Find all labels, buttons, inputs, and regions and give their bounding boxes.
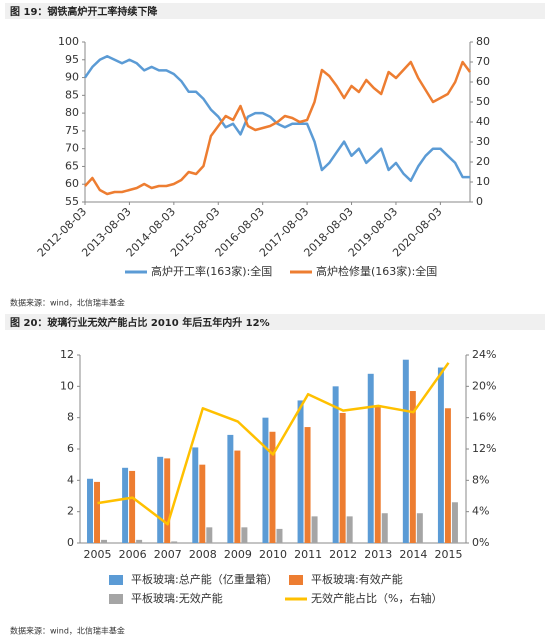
y2-tick-label: 24% — [472, 348, 496, 361]
y2-tick-label: 40 — [476, 115, 490, 128]
bar — [402, 359, 409, 543]
y-tick-label: 10 — [60, 379, 74, 392]
bar — [122, 467, 129, 543]
bar — [136, 539, 143, 543]
y2-tick-label: 70 — [476, 55, 490, 68]
y-tick-label: 85 — [65, 88, 79, 101]
y-tick-label: 70 — [65, 142, 79, 155]
x-tick-label: 2007 — [154, 548, 182, 561]
y-tick-label: 75 — [65, 124, 79, 137]
bar — [192, 447, 199, 543]
y-tick-label: 6 — [67, 442, 74, 455]
y2-tick-label: 50 — [476, 95, 490, 108]
series-line — [83, 54, 470, 182]
y2-tick-label: 20 — [476, 155, 490, 168]
legend-swatch — [289, 575, 303, 585]
bar — [157, 456, 164, 543]
y2-tick-label: 8% — [472, 473, 489, 486]
bar — [87, 478, 93, 543]
y-tick-label: 4 — [67, 473, 74, 486]
y2-tick-label: 30 — [476, 135, 490, 148]
x-tick-label: 2008 — [189, 548, 217, 561]
bar — [269, 431, 276, 543]
bar — [332, 386, 339, 543]
bar — [276, 528, 283, 543]
y2-tick-label: 10 — [476, 175, 490, 188]
y-tick-label: 100 — [58, 35, 79, 48]
x-tick-label: 2010 — [259, 548, 287, 561]
bar — [374, 406, 381, 543]
bar — [304, 427, 311, 543]
bar — [199, 464, 206, 543]
series-line — [84, 60, 472, 196]
bar — [381, 513, 388, 543]
y2-tick-label: 4% — [472, 505, 489, 518]
y-tick-label: 60 — [65, 177, 79, 190]
y-tick-label: 0 — [67, 536, 74, 549]
caption-bar — [5, 314, 545, 330]
bar — [171, 541, 178, 543]
bar — [129, 470, 136, 543]
y2-tick-label: 0 — [476, 195, 483, 208]
bar — [94, 481, 101, 543]
bar — [311, 516, 318, 543]
x-tick-label: 2011 — [294, 548, 322, 561]
y2-tick-label: 16% — [472, 411, 496, 424]
source: 数据来源：wind，北信瑞丰基金 — [10, 298, 125, 308]
bar — [346, 516, 353, 543]
bar — [367, 373, 374, 543]
x-tick-label: 2015 — [434, 548, 462, 561]
legend-label: 平板玻璃:总产能（亿重量箱） — [131, 572, 278, 586]
bar — [451, 502, 458, 543]
x-tick-label: 2013 — [364, 548, 392, 561]
y-tick-label: 8 — [67, 411, 74, 424]
bar — [297, 400, 304, 543]
y2-tick-label: 12% — [472, 442, 496, 455]
legend-swatch — [109, 594, 123, 604]
legend-label: 无效产能占比（%，右轴） — [311, 591, 442, 605]
y-tick-label: 80 — [65, 106, 79, 119]
bar — [241, 527, 248, 543]
y2-tick-label: 60 — [476, 75, 490, 88]
x-tick-label: 2006 — [119, 548, 147, 561]
legend-label: 平板玻璃:无效产能 — [131, 591, 223, 605]
y-tick-label: 55 — [65, 195, 79, 208]
caption: 图 20：玻璃行业无效产能占比 2010 年后五年内升 12% — [10, 316, 270, 329]
x-tick-label: 2005 — [84, 548, 112, 561]
x-tick-label: 2012 — [329, 548, 357, 561]
y-tick-label: 12 — [60, 348, 74, 361]
legend-label: 高炉检修量(163家):全国 — [316, 264, 437, 278]
y2-tick-label: 0% — [472, 536, 489, 549]
bar — [234, 450, 241, 543]
caption-bar — [5, 3, 545, 19]
bar — [409, 391, 416, 543]
legend-label: 高炉开工率(163家):全国 — [151, 264, 272, 278]
x-tick-label: 2014 — [399, 548, 427, 561]
bar — [262, 417, 269, 543]
caption: 图 19：钢铁高炉开工率持续下降 — [10, 5, 158, 18]
y-tick-label: 95 — [65, 53, 79, 66]
y-tick-label: 65 — [65, 159, 79, 172]
legend-swatch — [109, 575, 123, 585]
bar — [444, 408, 451, 543]
bar — [437, 367, 444, 543]
bar — [416, 513, 423, 543]
x-tick-label: 2009 — [224, 548, 252, 561]
bar — [206, 527, 213, 543]
source: 数据来源：wind，北信瑞丰基金 — [10, 626, 125, 636]
series-line — [97, 362, 450, 526]
bar — [339, 412, 346, 543]
y2-tick-label: 80 — [476, 35, 490, 48]
y-tick-label: 90 — [65, 71, 79, 84]
y2-tick-label: 20% — [472, 379, 496, 392]
bar — [101, 539, 108, 543]
bar — [164, 458, 171, 543]
bar — [227, 434, 234, 543]
y-tick-label: 2 — [67, 505, 74, 518]
legend-label: 平板玻璃:有效产能 — [311, 572, 403, 586]
